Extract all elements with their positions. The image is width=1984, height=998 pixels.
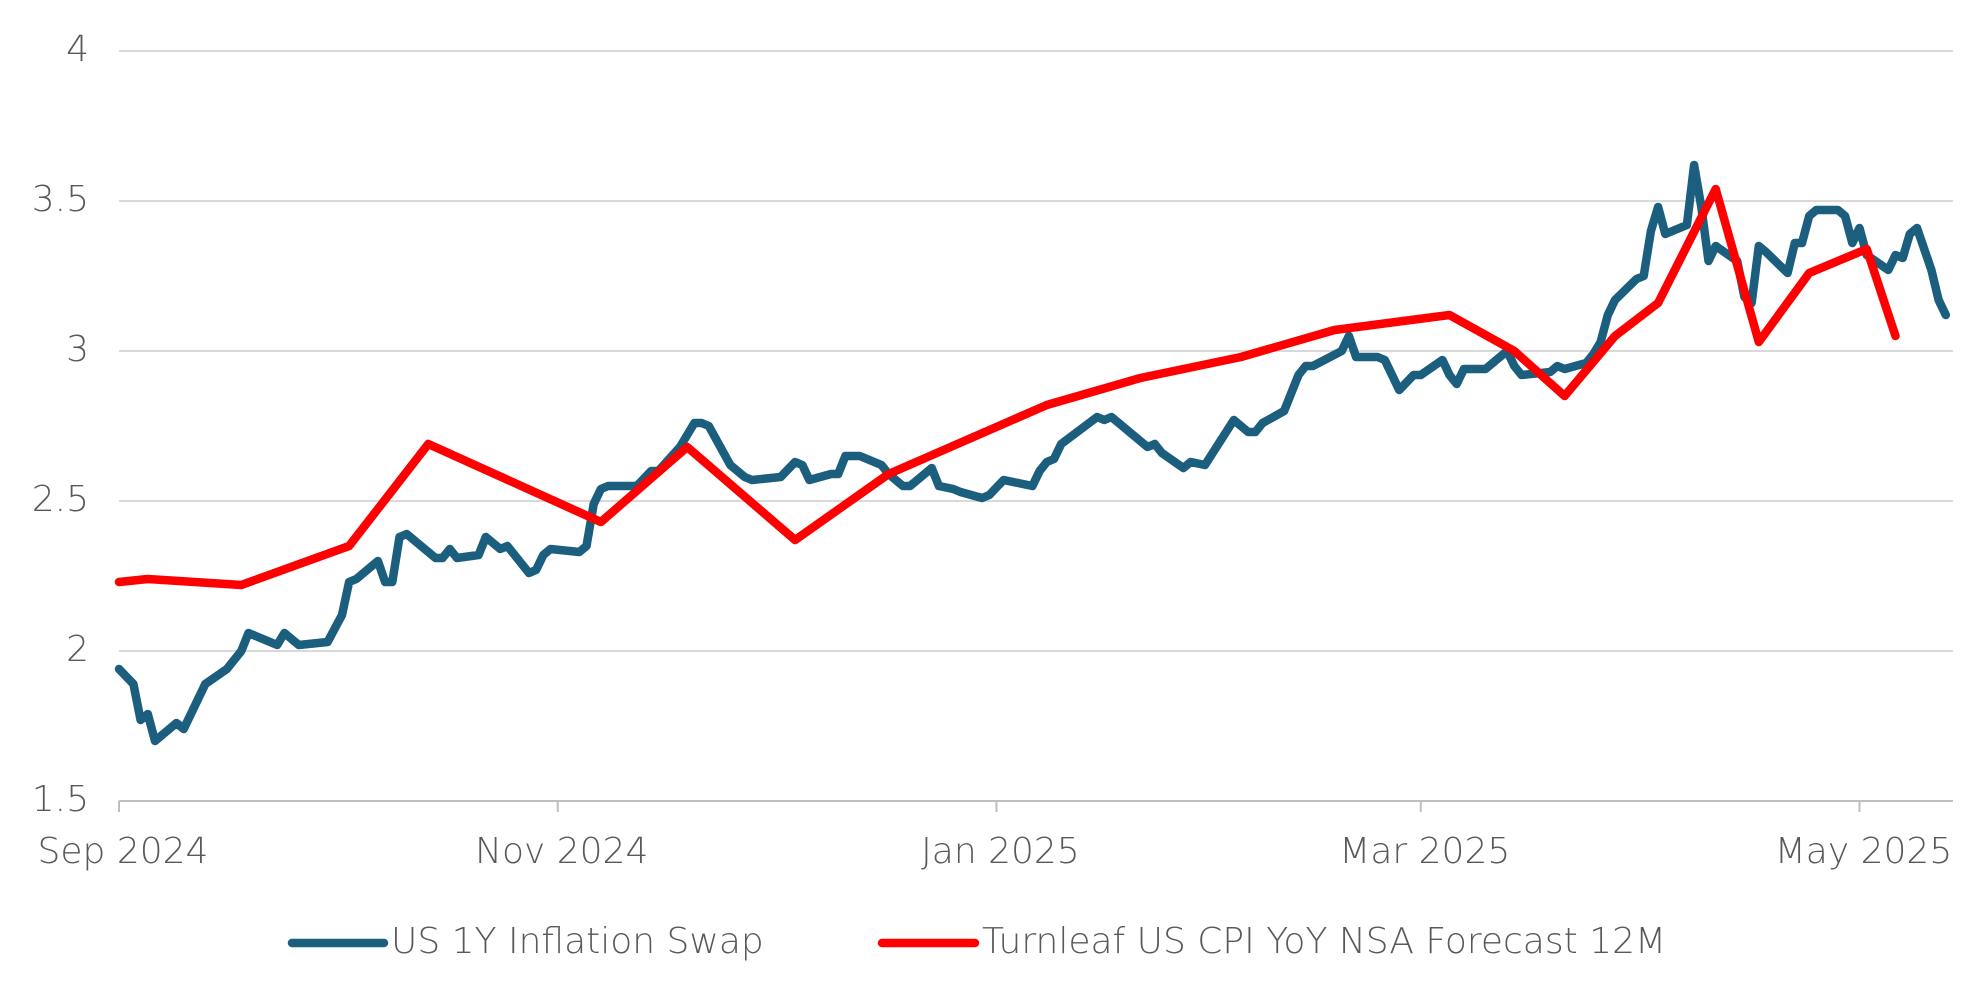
y-tick-label: 3 bbox=[66, 329, 89, 370]
y-tick-label: 2 bbox=[66, 629, 89, 670]
line-series bbox=[114, 184, 1900, 590]
y-tick-label: 3.5 bbox=[32, 179, 89, 220]
line-series bbox=[114, 160, 1951, 746]
y-tick-label: 1.5 bbox=[32, 779, 89, 820]
x-tick-label: Mar 2025 bbox=[1339, 831, 1510, 872]
x-tick-label: Nov 2024 bbox=[475, 831, 648, 872]
x-tick-label: Jan 2025 bbox=[921, 831, 1080, 872]
x-tick-label: May 2025 bbox=[1775, 831, 1953, 872]
x-tick-label: Sep 2024 bbox=[38, 831, 209, 872]
y-tick-label: 4 bbox=[66, 29, 89, 70]
legend-label: US 1Y Inflation Swap bbox=[391, 921, 764, 962]
y-tick-label: 2.5 bbox=[32, 479, 89, 520]
legend-label: Turnleaf US CPI YoY NSA Forecast 12M bbox=[982, 921, 1666, 962]
